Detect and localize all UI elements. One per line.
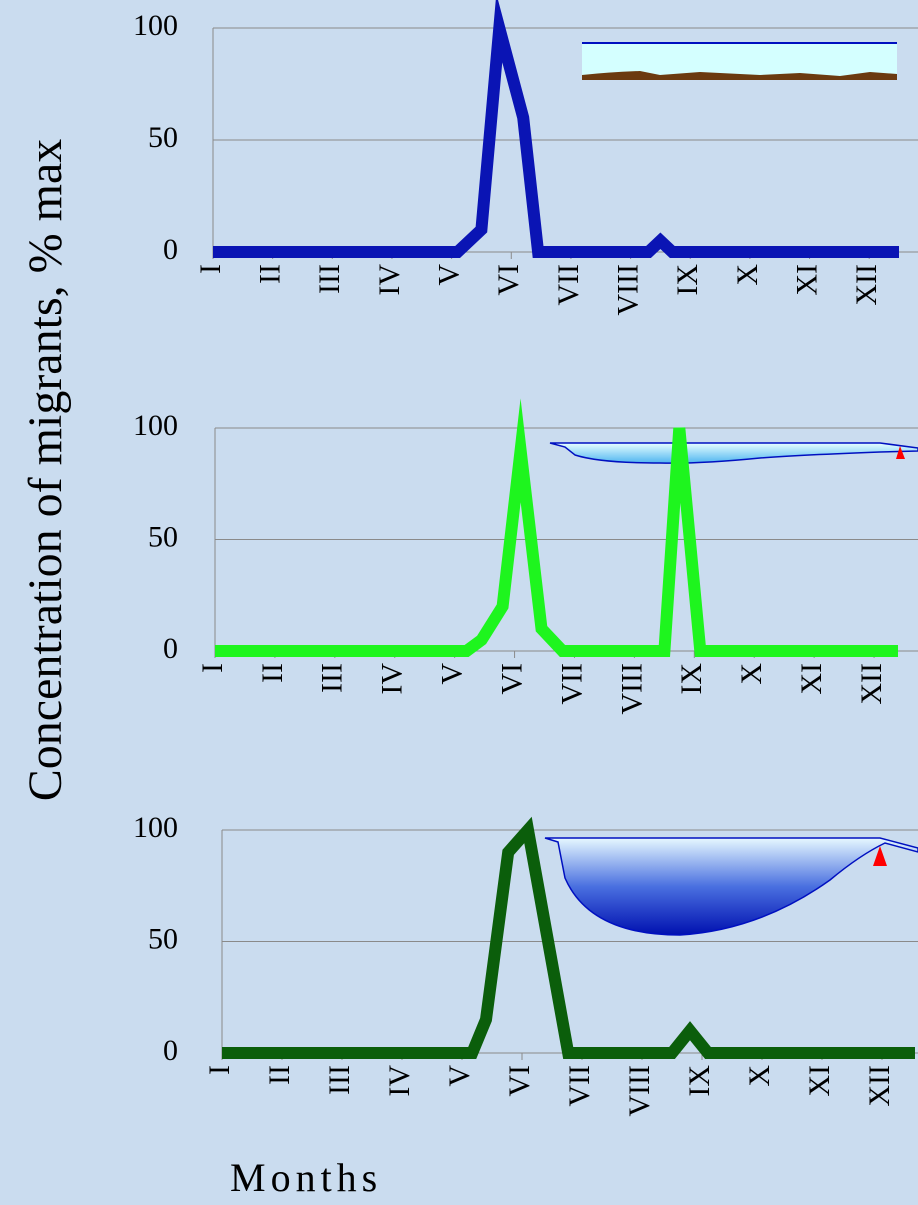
x-tick-label: V: [433, 264, 466, 286]
river-inset: [582, 42, 897, 80]
x-tick-label: III: [316, 663, 349, 693]
x-tick-label: III: [313, 264, 346, 294]
x-axis-label: Months: [230, 1155, 382, 1200]
y-tick-label: 0: [163, 632, 178, 665]
x-tick-label: XII: [855, 663, 888, 705]
x-tick-label: III: [323, 1065, 356, 1095]
x-tick-label: VIII: [623, 1065, 656, 1117]
x-tick-label: V: [443, 1065, 476, 1087]
x-tick-label: IV: [383, 1065, 416, 1097]
x-tick-label: VI: [495, 663, 528, 695]
y-tick-label: 50: [148, 121, 178, 154]
x-tick-label: VI: [492, 264, 525, 296]
x-tick-label: II: [256, 663, 289, 683]
x-tick-label: I: [203, 1065, 236, 1075]
y-tick-label: 50: [148, 922, 178, 955]
x-tick-label: VIII: [615, 663, 648, 715]
deep-reservoir-inset: [544, 837, 918, 936]
shallow-reservoir-inset: [549, 442, 918, 464]
x-tick-label: IX: [671, 264, 704, 296]
x-tick-label: XI: [803, 1065, 836, 1097]
x-tick-label: XI: [790, 264, 823, 296]
x-tick-label: XII: [863, 1065, 896, 1107]
x-tick-label: II: [254, 264, 287, 284]
y-tick-label: 100: [133, 811, 178, 844]
data-line: [213, 0, 899, 258]
x-tick-label: X: [743, 1065, 776, 1087]
data-line: [215, 398, 898, 657]
y-tick-label: 50: [148, 520, 178, 553]
x-tick-label: I: [196, 663, 229, 673]
data-line: [222, 816, 915, 1059]
y-tick-label: 100: [133, 409, 178, 442]
x-tick-label: IV: [373, 264, 406, 296]
x-tick-label: I: [194, 264, 227, 274]
x-tick-label: IV: [376, 663, 409, 695]
y-tick-label: 0: [163, 233, 178, 266]
x-tick-label: II: [263, 1065, 296, 1085]
x-tick-label: VIII: [611, 264, 644, 316]
x-tick-label: VII: [563, 1065, 596, 1107]
x-tick-label: XII: [850, 264, 883, 306]
y-axis-label: Concentration of migrants, % max: [19, 139, 72, 802]
x-tick-label: VI: [503, 1065, 536, 1097]
x-tick-label: IX: [683, 1065, 716, 1097]
y-tick-label: 100: [133, 9, 178, 42]
x-tick-label: VII: [555, 663, 588, 705]
y-tick-label: 0: [163, 1034, 178, 1067]
x-tick-label: VII: [552, 264, 585, 306]
x-tick-label: X: [735, 663, 768, 685]
x-tick-label: X: [731, 264, 764, 286]
x-tick-label: V: [436, 663, 469, 685]
x-tick-label: IX: [675, 663, 708, 695]
x-tick-label: XI: [795, 663, 828, 695]
